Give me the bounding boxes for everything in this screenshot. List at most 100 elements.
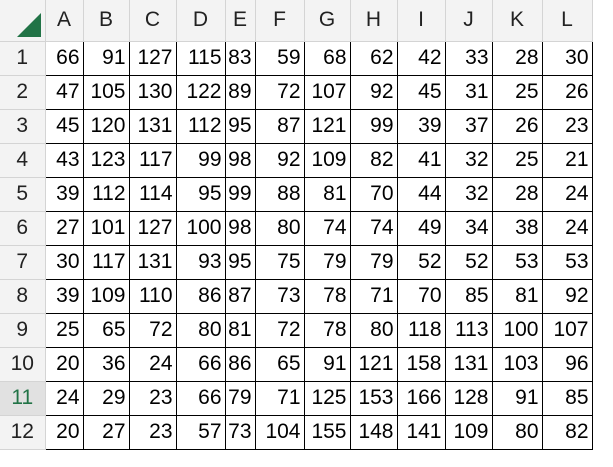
cell-f4[interactable]: 92 xyxy=(254,142,305,178)
column-header-g[interactable]: G xyxy=(304,0,351,42)
cell-j8[interactable]: 85 xyxy=(444,278,493,314)
column-header-h[interactable]: H xyxy=(350,0,398,42)
cell-g7[interactable]: 79 xyxy=(303,244,351,280)
cell-g9[interactable]: 78 xyxy=(303,312,351,348)
cell-e2[interactable]: 89 xyxy=(224,74,256,110)
cell-l7[interactable]: 53 xyxy=(541,244,593,280)
cell-k4[interactable]: 25 xyxy=(491,142,543,178)
cell-k8[interactable]: 81 xyxy=(491,278,543,314)
cell-h4[interactable]: 82 xyxy=(349,142,398,178)
cell-k9[interactable]: 100 xyxy=(491,312,543,348)
cell-b10[interactable]: 36 xyxy=(82,346,130,382)
cell-e1[interactable]: 83 xyxy=(224,40,256,76)
cell-c4[interactable]: 117 xyxy=(128,142,177,178)
cell-b12[interactable]: 27 xyxy=(82,414,130,450)
cell-k12[interactable]: 80 xyxy=(491,414,543,450)
row-header-12[interactable]: 12 xyxy=(0,415,46,450)
cell-b6[interactable]: 101 xyxy=(82,210,130,246)
cell-f7[interactable]: 75 xyxy=(254,244,305,280)
cell-c9[interactable]: 72 xyxy=(128,312,177,348)
cell-a11[interactable]: 24 xyxy=(44,380,84,416)
cell-a5[interactable]: 39 xyxy=(44,176,84,212)
cell-j9[interactable]: 113 xyxy=(444,312,493,348)
cell-l1[interactable]: 30 xyxy=(541,40,593,76)
cell-h12[interactable]: 148 xyxy=(349,414,398,450)
cell-i9[interactable]: 118 xyxy=(396,312,446,348)
cell-d4[interactable]: 99 xyxy=(175,142,226,178)
cell-b5[interactable]: 112 xyxy=(82,176,130,212)
cell-c2[interactable]: 130 xyxy=(128,74,177,110)
cell-i2[interactable]: 45 xyxy=(396,74,446,110)
column-header-l[interactable]: L xyxy=(542,0,593,42)
cell-e11[interactable]: 79 xyxy=(224,380,256,416)
cell-b8[interactable]: 109 xyxy=(82,278,130,314)
cell-e12[interactable]: 73 xyxy=(224,414,256,450)
column-header-j[interactable]: J xyxy=(445,0,493,42)
cell-d10[interactable]: 66 xyxy=(175,346,226,382)
cell-h3[interactable]: 99 xyxy=(349,108,398,144)
cell-f9[interactable]: 72 xyxy=(254,312,305,348)
cell-e9[interactable]: 81 xyxy=(224,312,256,348)
cell-f11[interactable]: 71 xyxy=(254,380,305,416)
cell-e5[interactable]: 99 xyxy=(224,176,256,212)
row-header-7[interactable]: 7 xyxy=(0,245,46,280)
cell-g12[interactable]: 155 xyxy=(303,414,351,450)
cell-e3[interactable]: 95 xyxy=(224,108,256,144)
cell-j7[interactable]: 52 xyxy=(444,244,493,280)
cell-b3[interactable]: 120 xyxy=(82,108,130,144)
cell-d1[interactable]: 115 xyxy=(175,40,226,76)
cell-d7[interactable]: 93 xyxy=(175,244,226,280)
cell-c10[interactable]: 24 xyxy=(128,346,177,382)
cell-k2[interactable]: 25 xyxy=(491,74,543,110)
cell-k6[interactable]: 38 xyxy=(491,210,543,246)
cell-j5[interactable]: 32 xyxy=(444,176,493,212)
cell-b11[interactable]: 29 xyxy=(82,380,130,416)
row-header-11[interactable]: 11 xyxy=(0,381,46,416)
cell-d11[interactable]: 66 xyxy=(175,380,226,416)
column-header-e[interactable]: E xyxy=(225,0,256,42)
column-header-d[interactable]: D xyxy=(176,0,226,42)
cell-k10[interactable]: 103 xyxy=(491,346,543,382)
cell-h11[interactable]: 153 xyxy=(349,380,398,416)
cell-d9[interactable]: 80 xyxy=(175,312,226,348)
cell-e4[interactable]: 98 xyxy=(224,142,256,178)
cell-c1[interactable]: 127 xyxy=(128,40,177,76)
cell-l6[interactable]: 24 xyxy=(541,210,593,246)
cell-b9[interactable]: 65 xyxy=(82,312,130,348)
cell-e7[interactable]: 95 xyxy=(224,244,256,280)
cell-j6[interactable]: 34 xyxy=(444,210,493,246)
cell-l3[interactable]: 23 xyxy=(541,108,593,144)
cell-f1[interactable]: 59 xyxy=(254,40,305,76)
row-header-4[interactable]: 4 xyxy=(0,143,46,178)
cell-c11[interactable]: 23 xyxy=(128,380,177,416)
cell-h7[interactable]: 79 xyxy=(349,244,398,280)
row-header-5[interactable]: 5 xyxy=(0,177,46,212)
cell-j4[interactable]: 32 xyxy=(444,142,493,178)
column-header-b[interactable]: B xyxy=(83,0,130,42)
cell-b7[interactable]: 117 xyxy=(82,244,130,280)
cell-a2[interactable]: 47 xyxy=(44,74,84,110)
cell-h1[interactable]: 62 xyxy=(349,40,398,76)
cell-g4[interactable]: 109 xyxy=(303,142,351,178)
cell-d12[interactable]: 57 xyxy=(175,414,226,450)
cell-a6[interactable]: 27 xyxy=(44,210,84,246)
cell-j12[interactable]: 109 xyxy=(444,414,493,450)
cell-g5[interactable]: 81 xyxy=(303,176,351,212)
cell-k11[interactable]: 91 xyxy=(491,380,543,416)
cell-g1[interactable]: 68 xyxy=(303,40,351,76)
cell-a12[interactable]: 20 xyxy=(44,414,84,450)
cell-c8[interactable]: 110 xyxy=(128,278,177,314)
cell-h8[interactable]: 71 xyxy=(349,278,398,314)
cell-l10[interactable]: 96 xyxy=(541,346,593,382)
cell-f2[interactable]: 72 xyxy=(254,74,305,110)
cell-i8[interactable]: 70 xyxy=(396,278,446,314)
cell-c5[interactable]: 114 xyxy=(128,176,177,212)
cell-i3[interactable]: 39 xyxy=(396,108,446,144)
cell-g3[interactable]: 121 xyxy=(303,108,351,144)
cell-b1[interactable]: 91 xyxy=(82,40,130,76)
row-header-3[interactable]: 3 xyxy=(0,109,46,144)
cell-g10[interactable]: 91 xyxy=(303,346,351,382)
cell-j1[interactable]: 33 xyxy=(444,40,493,76)
cell-c6[interactable]: 127 xyxy=(128,210,177,246)
cell-i4[interactable]: 41 xyxy=(396,142,446,178)
